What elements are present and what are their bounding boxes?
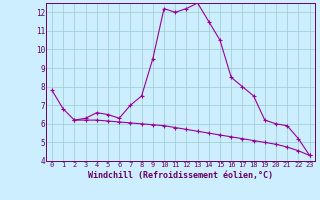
X-axis label: Windchill (Refroidissement éolien,°C): Windchill (Refroidissement éolien,°C) bbox=[88, 171, 273, 180]
